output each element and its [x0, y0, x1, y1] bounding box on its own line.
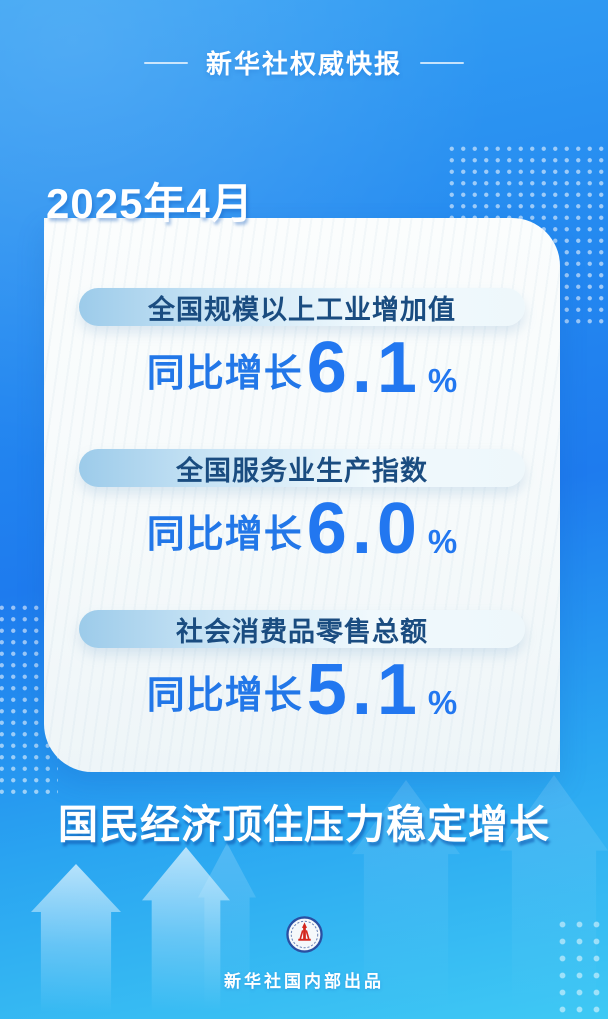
dot-pattern-bottom-right [554, 916, 608, 1019]
masthead-dash-left [143, 61, 188, 64]
masthead-dash-right [420, 61, 464, 64]
metric-label: 社会消费品零售总额 [176, 616, 428, 647]
metric-label-pill: 社会消费品零售总额 [79, 610, 525, 648]
stats-card: 全国规模以上工业增加值 同比增长 6.1 % 全国服务业生产指数 同比增长 6.… [44, 218, 560, 772]
metric-label: 全国规模以上工业增加值 [148, 294, 456, 325]
metric-block-industrial-output: 全国规模以上工业增加值 同比增长 6.1 % [79, 288, 525, 404]
metric-prefix: 同比增长 [146, 675, 303, 717]
metric-prefix: 同比增长 [146, 353, 303, 395]
metric-value-row: 同比增长 5.1 % [79, 650, 525, 730]
metric-value-row: 同比增长 6.1 % [79, 328, 525, 408]
metric-unit: % [427, 362, 458, 399]
metric-value-row: 同比增长 6.0 % [79, 489, 525, 569]
metric-prefix: 同比增长 [146, 514, 303, 556]
headline: 国民经济顶住压力稳定增长 [58, 803, 550, 847]
metric-block-services-index: 全国服务业生产指数 同比增长 6.0 % [79, 449, 525, 565]
poster-footer: 新华社国内部出品 [0, 916, 608, 992]
metric-unit: % [427, 523, 458, 560]
metric-label: 全国服务业生产指数 [176, 455, 428, 486]
metric-label-pill: 全国规模以上工业增加值 [79, 288, 525, 326]
metric-label-pill: 全国服务业生产指数 [79, 449, 525, 487]
date-badge: 2025年4月 [46, 180, 254, 227]
masthead: 新华社权威快报 [0, 44, 608, 81]
metric-number: 5.1 [306, 650, 422, 730]
metric-number: 6.1 [306, 328, 422, 408]
publisher-credit: 新华社国内部出品 [224, 972, 384, 991]
metric-number: 6.0 [306, 489, 422, 569]
metric-block-retail-sales: 社会消费品零售总额 同比增长 5.1 % [79, 610, 525, 726]
masthead-title: 新华社权威快报 [205, 49, 402, 79]
xinhua-emblem-icon [285, 916, 323, 953]
metric-unit: % [427, 684, 458, 721]
